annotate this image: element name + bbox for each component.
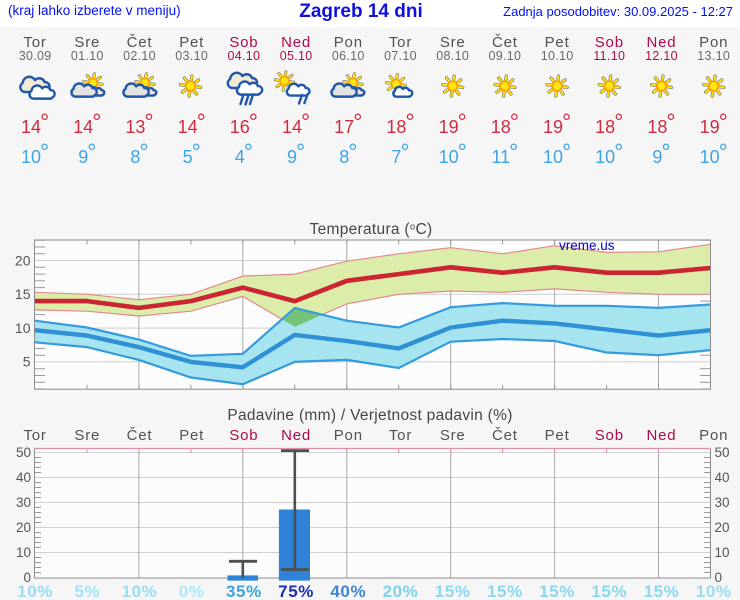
svg-text:20: 20 [15,252,31,268]
svg-text:50: 50 [715,445,730,460]
svg-text:40: 40 [715,470,730,485]
svg-text:0: 0 [715,570,723,585]
svg-text:5: 5 [23,354,31,370]
svg-text:40: 40 [16,470,31,485]
svg-text:50: 50 [16,445,31,460]
svg-text:20: 20 [16,520,31,535]
svg-text:15: 15 [15,286,31,302]
svg-text:30: 30 [16,495,31,510]
svg-text:0: 0 [23,570,31,585]
svg-text:20: 20 [715,520,730,535]
svg-text:10: 10 [15,320,31,336]
svg-text:10: 10 [16,545,31,560]
svg-text:10: 10 [715,545,730,560]
svg-text:30: 30 [715,495,730,510]
